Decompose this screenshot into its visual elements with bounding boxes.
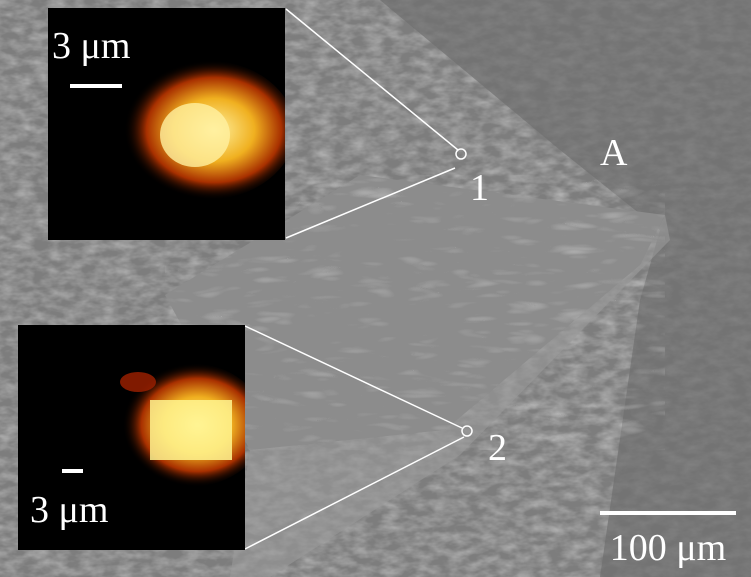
inset-1-image [115, 60, 295, 200]
region-label: A [600, 132, 628, 174]
signal-spot [120, 372, 156, 392]
signal-core [150, 400, 232, 460]
signal-core [160, 103, 230, 167]
inset-2-image [115, 363, 265, 487]
scale-bar-label: 100 μm [610, 527, 726, 569]
inset-scale-label: 3 μm [30, 489, 108, 531]
point-label: 1 [470, 167, 489, 209]
micrograph: 3 μm 3 μm 1 2 A 100 μm [0, 0, 751, 577]
page: 3 μm 3 μm 1 2 A 100 μm (() => { const da… [0, 0, 751, 577]
point-label: 2 [488, 427, 507, 469]
inset-scale-label: 3 μm [52, 25, 130, 67]
